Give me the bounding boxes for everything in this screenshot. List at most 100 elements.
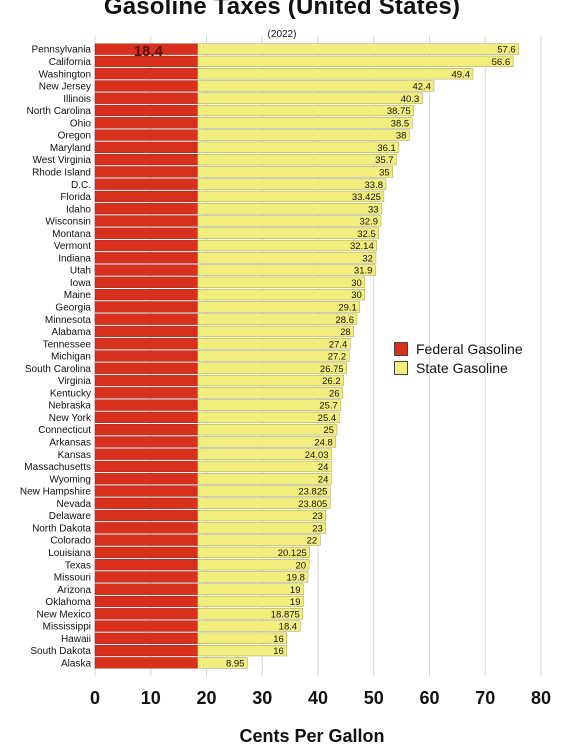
x-tick-label: 0 [90, 688, 100, 708]
x-tick-label: 50 [364, 688, 384, 708]
x-tick-label: 70 [475, 688, 495, 708]
data-label: 27.2 [328, 352, 347, 363]
data-label: 20.125 [278, 548, 307, 559]
bar-state [197, 485, 331, 497]
bar-federal [94, 374, 198, 387]
bar-state [197, 559, 310, 571]
bar-federal [94, 473, 198, 485]
bar-federal [94, 559, 198, 571]
bar-federal [94, 571, 198, 583]
bar-state [197, 509, 327, 522]
bar-federal [94, 68, 198, 80]
bar-federal [94, 117, 198, 129]
data-label: 38 [396, 131, 407, 142]
data-label: 19 [290, 585, 301, 596]
bar-state [197, 43, 519, 55]
bar-state [197, 374, 344, 387]
bar-state [197, 338, 351, 350]
category-label: Nebraska [48, 401, 91, 412]
data-label: 56.6 [492, 57, 511, 68]
category-label: Vermont [54, 241, 91, 252]
bar-state [197, 583, 304, 595]
bar-state [197, 387, 343, 399]
bar-federal [94, 497, 198, 509]
data-label: 49.4 [451, 69, 470, 80]
bar-state [197, 276, 366, 288]
data-label: 23 [312, 511, 323, 522]
category-label: West Virginia [32, 155, 91, 166]
bar-state [197, 595, 304, 608]
bar-state [197, 154, 397, 166]
data-label: 30 [351, 278, 362, 289]
data-label: 31.9 [354, 266, 373, 277]
category-label: Michigan [51, 352, 91, 363]
data-label: 22 [307, 536, 318, 547]
category-label: Nevada [57, 499, 92, 510]
category-label: Maryland [50, 143, 91, 154]
bar-federal [94, 215, 198, 227]
bar-federal [94, 644, 198, 657]
category-label: New York [49, 413, 92, 424]
bar-federal [94, 190, 198, 203]
bar-state [197, 227, 379, 239]
bar-state [197, 301, 361, 313]
bar-federal [94, 338, 198, 350]
category-label: Delaware [49, 511, 92, 522]
bar-state [197, 546, 310, 558]
category-label: Wyoming [49, 474, 91, 485]
data-label: 20 [296, 560, 307, 571]
bar-state [197, 190, 385, 203]
bar-state [197, 350, 350, 362]
bar-federal [94, 485, 198, 497]
bar-state [197, 55, 514, 68]
data-label: 38.5 [391, 118, 410, 129]
data-label: 16 [273, 634, 284, 645]
category-label: Kansas [58, 450, 91, 461]
bar-federal [94, 436, 198, 448]
category-label: Illinois [63, 94, 91, 105]
bar-federal [94, 264, 198, 276]
chart-title: Gasoline Taxes (United States) [103, 0, 461, 20]
bar-federal [94, 104, 198, 117]
category-label: South Carolina [25, 364, 92, 375]
category-label: Georgia [55, 303, 91, 314]
data-label: 24 [318, 462, 329, 473]
category-label: Hawaii [61, 634, 91, 645]
category-label: Massachusetts [24, 462, 91, 473]
data-label: 30 [351, 290, 362, 301]
x-tick-label: 80 [531, 688, 551, 708]
legend-label-federal: Federal Gasoline [416, 341, 523, 357]
category-label: Virginia [58, 376, 92, 387]
bar-state [197, 92, 423, 104]
bar-state [197, 264, 376, 276]
data-label: 26.2 [322, 376, 341, 387]
data-label: 23.805 [298, 499, 327, 510]
data-label: 42.4 [412, 82, 431, 93]
category-label: Oregon [58, 131, 91, 142]
data-label: 24.03 [305, 450, 329, 461]
bar-state [197, 644, 287, 657]
bar-state [197, 448, 332, 460]
bar-federal [94, 313, 198, 325]
bar-state [197, 239, 377, 252]
data-label: 33 [368, 204, 379, 215]
category-label: Idaho [66, 204, 91, 215]
bar-state [197, 657, 248, 669]
bar-state [197, 473, 332, 485]
data-label: 36.1 [377, 143, 396, 154]
x-tick-label: 20 [196, 688, 216, 708]
data-label: 18.875 [271, 609, 300, 620]
bar-state [197, 104, 414, 117]
data-label: 27.4 [329, 339, 348, 350]
data-label: 18.4 [279, 622, 298, 633]
category-label: Louisiana [48, 548, 91, 559]
category-label: Wisconsin [45, 217, 91, 228]
bar-federal [94, 460, 198, 473]
category-label: New Mexico [37, 609, 92, 620]
bar-federal [94, 411, 198, 423]
bar-federal [94, 166, 198, 178]
category-label: Washington [39, 69, 91, 80]
category-label: Florida [60, 192, 91, 203]
bar-federal [94, 252, 198, 264]
